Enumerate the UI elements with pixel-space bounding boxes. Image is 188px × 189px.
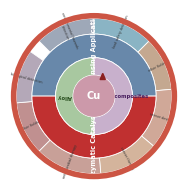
Wedge shape xyxy=(17,101,50,151)
Text: food safety detection: food safety detection xyxy=(112,14,129,49)
Text: Enzymatic Catalyst: Enzymatic Catalyst xyxy=(91,112,97,183)
Wedge shape xyxy=(32,96,156,158)
Text: cancer therapy: cancer therapy xyxy=(119,146,134,170)
Text: Nanocomposites: Nanocomposites xyxy=(99,94,148,99)
Text: biological detection: biological detection xyxy=(10,72,43,84)
Wedge shape xyxy=(32,34,156,96)
Text: other fields: other fields xyxy=(21,120,40,132)
Wedge shape xyxy=(56,58,94,135)
Polygon shape xyxy=(100,73,105,80)
Text: sensor design: sensor design xyxy=(149,112,172,122)
Text: antimicrobial therapy: antimicrobial therapy xyxy=(62,144,78,179)
Wedge shape xyxy=(39,140,101,174)
Wedge shape xyxy=(142,89,172,146)
Wedge shape xyxy=(39,18,94,52)
Text: other fields: other fields xyxy=(148,61,167,72)
Wedge shape xyxy=(138,41,171,91)
Text: Cu: Cu xyxy=(87,91,101,101)
Wedge shape xyxy=(94,58,132,135)
Text: Sensing Applications: Sensing Applications xyxy=(91,6,97,83)
Circle shape xyxy=(14,16,174,177)
Text: environmental hazards
detection: environmental hazards detection xyxy=(56,12,79,51)
Wedge shape xyxy=(99,136,154,174)
Text: Alloy: Alloy xyxy=(57,94,72,99)
Circle shape xyxy=(74,76,114,116)
Wedge shape xyxy=(94,18,149,52)
Wedge shape xyxy=(16,52,43,103)
